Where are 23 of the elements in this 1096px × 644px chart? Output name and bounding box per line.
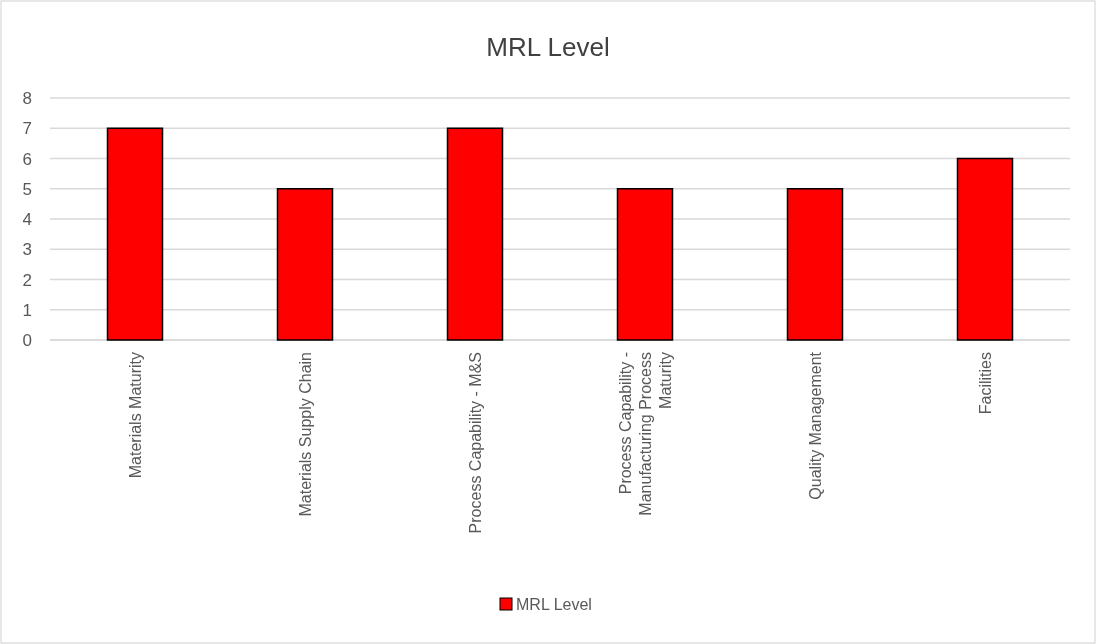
bar: [276, 188, 334, 341]
y-tick-label: 4: [22, 210, 32, 229]
y-tick-label: 1: [22, 300, 32, 320]
x-tick-label: Materials Maturity: [127, 352, 144, 479]
y-tick-label: 7: [22, 119, 32, 139]
x-tick-label: Materials Supply Chain: [297, 352, 314, 517]
x-tick-label: Process Capability - Manufacturing Process Maturity: [617, 352, 674, 516]
chart-title: MRL Level: [486, 32, 610, 62]
bar: [956, 157, 1014, 341]
y-tick-label: 6: [22, 149, 32, 169]
y-tick-label: 3: [22, 240, 32, 260]
bar: [616, 188, 674, 341]
y-tick-label: 0: [22, 331, 32, 350]
legend-label: MRL Level: [516, 596, 592, 613]
y-tick-label: 8: [22, 89, 32, 108]
x-tick-label: Quality Management: [807, 351, 824, 500]
x-tick-label: Facilities: [977, 352, 994, 415]
y-tick-label: 5: [22, 179, 32, 199]
bar: [446, 127, 504, 341]
y-tick-label: 2: [22, 270, 32, 290]
bar: [786, 188, 844, 341]
x-tick-label: Process Capability - M&S: [467, 352, 484, 534]
bar: [106, 127, 164, 341]
